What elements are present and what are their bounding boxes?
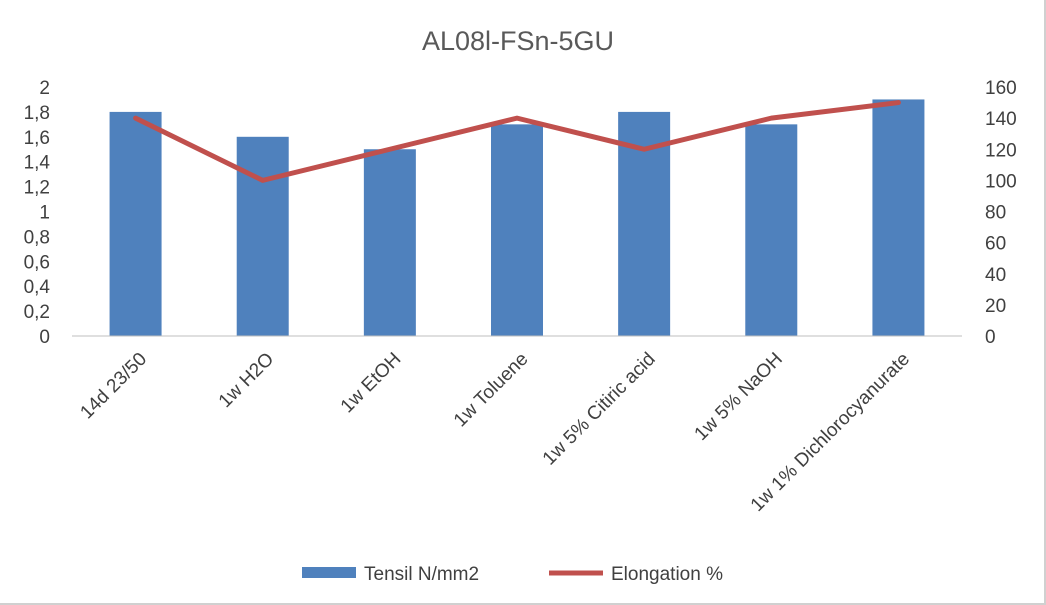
bar-3 (363, 149, 416, 336)
left-tick-label: 1,6 (24, 128, 50, 149)
left-tick-label: 1,2 (24, 178, 50, 199)
right-tick-label: 100 (985, 171, 1017, 192)
elongation-line (133, 100, 901, 183)
category-labels: 14d 23/50 1w H2O 1w EtOH 1w Toluene 1w 5% Ci… (76, 349, 913, 516)
legend-label-tensil: Tensil N/mm2 (364, 564, 479, 585)
category-label: 1w 5% NaOH (691, 349, 787, 445)
category-label: 1w 5% Citiric acid (539, 349, 660, 470)
category-label: 1w Toluene (450, 349, 533, 432)
right-tick-label: 80 (985, 203, 1006, 224)
left-tick-label: 2 (39, 78, 50, 99)
right-tick-label: 60 (985, 234, 1006, 255)
left-tick-label: 0,4 (24, 277, 51, 298)
bars-group (109, 99, 925, 337)
left-tick-label: 0 (39, 327, 50, 348)
bar-7 (872, 99, 925, 336)
legend-label-elongation: Elongation % (611, 564, 723, 585)
right-tick-label: 160 (985, 78, 1017, 99)
category-label: 1w H2O (215, 349, 278, 412)
chart-title: AL08l-FSn-5GU (422, 26, 614, 56)
legend: Tensil N/mm2 Elongation % (302, 564, 723, 585)
right-axis-ticks: 0 20 40 60 80 100 120 140 160 (985, 78, 1017, 348)
right-tick-label: 20 (985, 296, 1006, 317)
left-tick-label: 0,8 (24, 227, 50, 248)
left-tick-label: 1,8 (24, 103, 50, 124)
right-tick-label: 40 (985, 265, 1006, 286)
bar-2 (236, 136, 289, 336)
right-tick-label: 140 (985, 109, 1017, 130)
bar-6 (745, 124, 798, 336)
left-tick-label: 0,6 (24, 252, 50, 273)
bar-4 (491, 124, 543, 336)
left-tick-label: 1 (39, 203, 50, 224)
right-tick-label: 0 (985, 327, 996, 348)
bar-1 (109, 111, 162, 337)
line-group (133, 100, 901, 183)
left-tick-label: 1,4 (24, 153, 51, 174)
left-tick-label: 0,2 (24, 302, 50, 323)
left-axis-ticks: 0 0,2 0,4 0,6 0,8 1 1,2 1,4 1,6 1,8 2 (24, 78, 51, 348)
category-label: 1w EtOH (337, 349, 406, 418)
legend-swatch-tensil (302, 567, 356, 578)
category-label: 14d 23/50 (76, 349, 151, 424)
right-tick-label: 120 (985, 140, 1017, 161)
